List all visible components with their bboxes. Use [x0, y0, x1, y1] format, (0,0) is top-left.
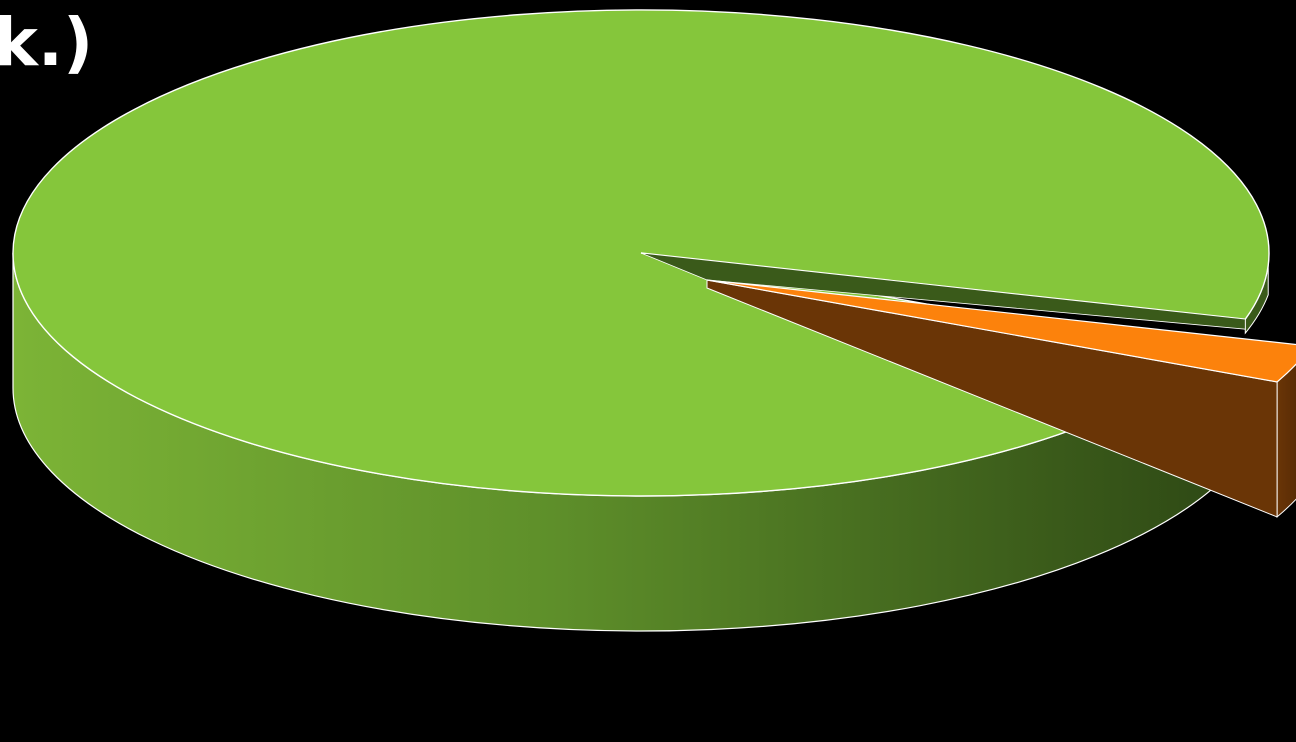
- pie-slice-large-cut-face: [640, 252, 1246, 330]
- chart-title: k.): [0, 4, 94, 81]
